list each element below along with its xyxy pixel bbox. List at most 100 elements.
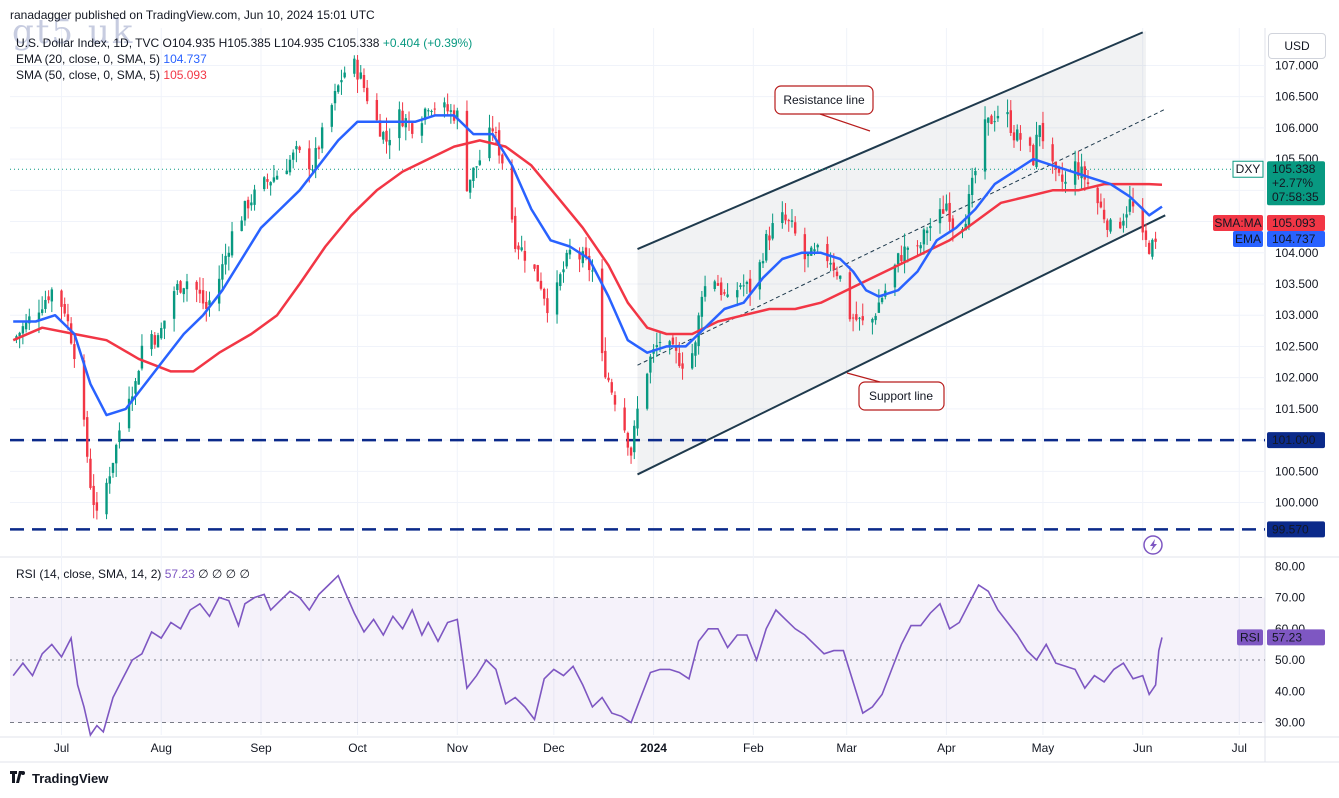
rsi-tick-label: 70.00 bbox=[1275, 591, 1305, 605]
candle-body bbox=[806, 253, 810, 256]
tradingview-logo[interactable]: TradingView bbox=[10, 771, 108, 786]
sma-legend[interactable]: SMA (50, close, 0, SMA, 5) 105.093 bbox=[16, 67, 207, 83]
time-tick-label: Nov bbox=[447, 741, 468, 755]
sma-tag-box bbox=[1213, 215, 1263, 231]
tradingview-wordmark: TradingView bbox=[32, 771, 109, 786]
candle-body bbox=[160, 328, 163, 339]
candle-body bbox=[1080, 166, 1083, 179]
low-value: 104.935 bbox=[280, 36, 325, 50]
publisher-line: ranadagger published on TradingView.com,… bbox=[10, 8, 375, 22]
resistance-callout-pointer bbox=[819, 113, 871, 132]
candle-body bbox=[848, 272, 852, 320]
rsi-value-box bbox=[1267, 629, 1325, 646]
sma-legend-label: SMA (50, close, 0, SMA, 5) bbox=[16, 68, 161, 82]
dxy-ticker-label: DXY bbox=[1236, 162, 1261, 176]
candle-body bbox=[494, 132, 498, 134]
candle-body bbox=[1057, 167, 1061, 173]
candle-body bbox=[172, 291, 176, 319]
sma-badge: SMA:MA 105.093 bbox=[1213, 215, 1325, 231]
candle-body bbox=[726, 294, 729, 297]
candle-body bbox=[581, 251, 584, 264]
resistance-callout-box bbox=[774, 85, 874, 115]
candle-body bbox=[900, 255, 903, 262]
ema-legend-value: 104.737 bbox=[163, 52, 207, 66]
candle-body bbox=[1077, 162, 1080, 176]
candle-body bbox=[230, 231, 234, 256]
candle-body bbox=[153, 335, 157, 345]
candle-body bbox=[694, 342, 697, 356]
candle-body bbox=[636, 408, 639, 429]
candle-body bbox=[401, 110, 404, 127]
close-label: C bbox=[327, 36, 337, 50]
candle-body bbox=[674, 345, 678, 351]
candle-body bbox=[137, 370, 140, 385]
candle-body bbox=[942, 209, 945, 214]
candle-body bbox=[835, 271, 839, 277]
resistance-callout: Resistance line bbox=[774, 85, 874, 132]
candle-body bbox=[433, 108, 436, 110]
candle-body bbox=[353, 58, 356, 74]
candle-body bbox=[996, 115, 1000, 119]
candle-body bbox=[227, 252, 231, 257]
candle-body bbox=[613, 395, 617, 405]
candle-body bbox=[468, 179, 472, 193]
candle-body bbox=[813, 249, 816, 252]
candle-body bbox=[723, 292, 726, 294]
candle-body bbox=[423, 108, 427, 120]
candle-body bbox=[1141, 207, 1144, 233]
price-tick-label: 103.500 bbox=[1275, 277, 1319, 291]
time-tick-label: Oct bbox=[348, 741, 367, 755]
candle-body bbox=[1009, 110, 1012, 133]
candle-body bbox=[1118, 221, 1122, 229]
candle-body bbox=[514, 215, 517, 249]
candle-body bbox=[588, 255, 591, 271]
candle-body bbox=[291, 152, 295, 160]
candle-body bbox=[308, 148, 311, 170]
candle-body bbox=[1028, 137, 1032, 146]
candle-body bbox=[24, 320, 28, 330]
candle-body bbox=[118, 430, 121, 443]
candle-body bbox=[1122, 220, 1125, 226]
symbol-name[interactable]: U.S. Dollar Index, 1D, TVC bbox=[16, 36, 160, 50]
ohlc-legend: U.S. Dollar Index, 1D, TVC O104.935 H105… bbox=[16, 35, 472, 51]
candle-body bbox=[983, 119, 987, 172]
candle-body bbox=[1102, 209, 1106, 220]
rsi-value-label: 57.23 bbox=[1272, 630, 1302, 644]
candle-body bbox=[578, 251, 581, 260]
ema-value-box bbox=[1267, 231, 1325, 247]
ema-tag-label: EMA bbox=[1235, 232, 1261, 246]
ema-badge: EMA 104.737 bbox=[1233, 231, 1325, 247]
tradingview-icon bbox=[10, 771, 28, 786]
candle-body bbox=[826, 244, 829, 262]
candle-body bbox=[629, 447, 633, 456]
candle-body bbox=[771, 223, 774, 239]
candle-body bbox=[658, 342, 662, 344]
rsi-pane bbox=[10, 574, 1265, 737]
candle-body bbox=[475, 166, 478, 168]
candle-body bbox=[388, 139, 391, 146]
rsi-legend[interactable]: RSI (14, close, SMA, 14, 2) 57.23 ∅ ∅ ∅ … bbox=[16, 566, 250, 582]
candle-body bbox=[533, 264, 536, 269]
channel-fill bbox=[637, 30, 1146, 475]
ema-legend-label: EMA (20, close, 0, SMA, 5) bbox=[16, 52, 161, 66]
candle-body bbox=[1061, 174, 1064, 182]
currency-button[interactable]: USD bbox=[1268, 33, 1326, 59]
candle-body bbox=[1038, 125, 1041, 138]
candle-body bbox=[1083, 166, 1086, 180]
candle-body bbox=[790, 220, 794, 222]
ema-legend[interactable]: EMA (20, close, 0, SMA, 5) 104.737 bbox=[16, 51, 207, 67]
time-tick-label: Mar bbox=[836, 741, 857, 755]
candle-body bbox=[114, 444, 118, 464]
resistance-callout-label: Resistance line bbox=[783, 93, 865, 107]
candle-body bbox=[288, 159, 292, 173]
ema-tag-box bbox=[1233, 231, 1263, 247]
candle-body bbox=[713, 281, 716, 289]
dxy-price-box bbox=[1267, 161, 1325, 206]
candle-body bbox=[1109, 219, 1112, 232]
candle-body bbox=[491, 128, 494, 132]
candle-body bbox=[600, 268, 604, 354]
price-tick-label: 102.000 bbox=[1275, 371, 1319, 385]
candle-body bbox=[185, 281, 189, 290]
